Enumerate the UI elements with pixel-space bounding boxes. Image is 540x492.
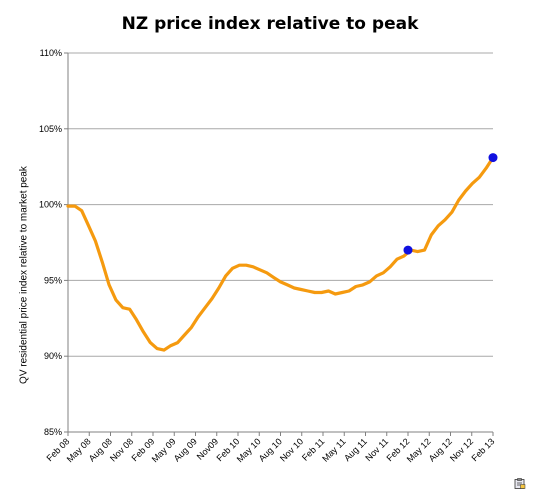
y-tick-label: 95% [44, 275, 62, 285]
y-tick-label: 85% [44, 427, 62, 437]
data-point-marker [488, 153, 498, 163]
y-tick-label: 100% [39, 200, 62, 210]
x-tick-label: May 12 [405, 436, 433, 464]
y-tick-label: 105% [39, 124, 62, 134]
x-tick-label: Nov 08 [108, 436, 135, 463]
x-tick-label: Nov 10 [278, 436, 305, 463]
y-tick-labels: 85% 90% 95% 100% 105% 110% [39, 48, 62, 437]
y-tick-label: 90% [44, 351, 62, 361]
x-tick-label: Nov 12 [448, 436, 475, 463]
x-tick-label: May 11 [320, 436, 347, 463]
markers-layer [403, 153, 498, 255]
series-line [66, 156, 495, 352]
data-point-marker [403, 245, 413, 255]
clipboard-icon[interactable] [514, 478, 526, 489]
axes [64, 52, 494, 436]
x-tick-label: May 09 [150, 436, 178, 464]
series-layer [66, 156, 495, 352]
x-tick-label: May 10 [235, 436, 263, 464]
chart-title: NZ price index relative to peak [121, 14, 419, 34]
x-tick-label: May 08 [65, 436, 93, 464]
x-tick-label: Aug 11 [342, 436, 369, 463]
x-tick-label: Aug 09 [172, 436, 199, 463]
y-tick-label: 110% [40, 48, 62, 58]
x-tick-label: Feb 13 [470, 436, 497, 463]
